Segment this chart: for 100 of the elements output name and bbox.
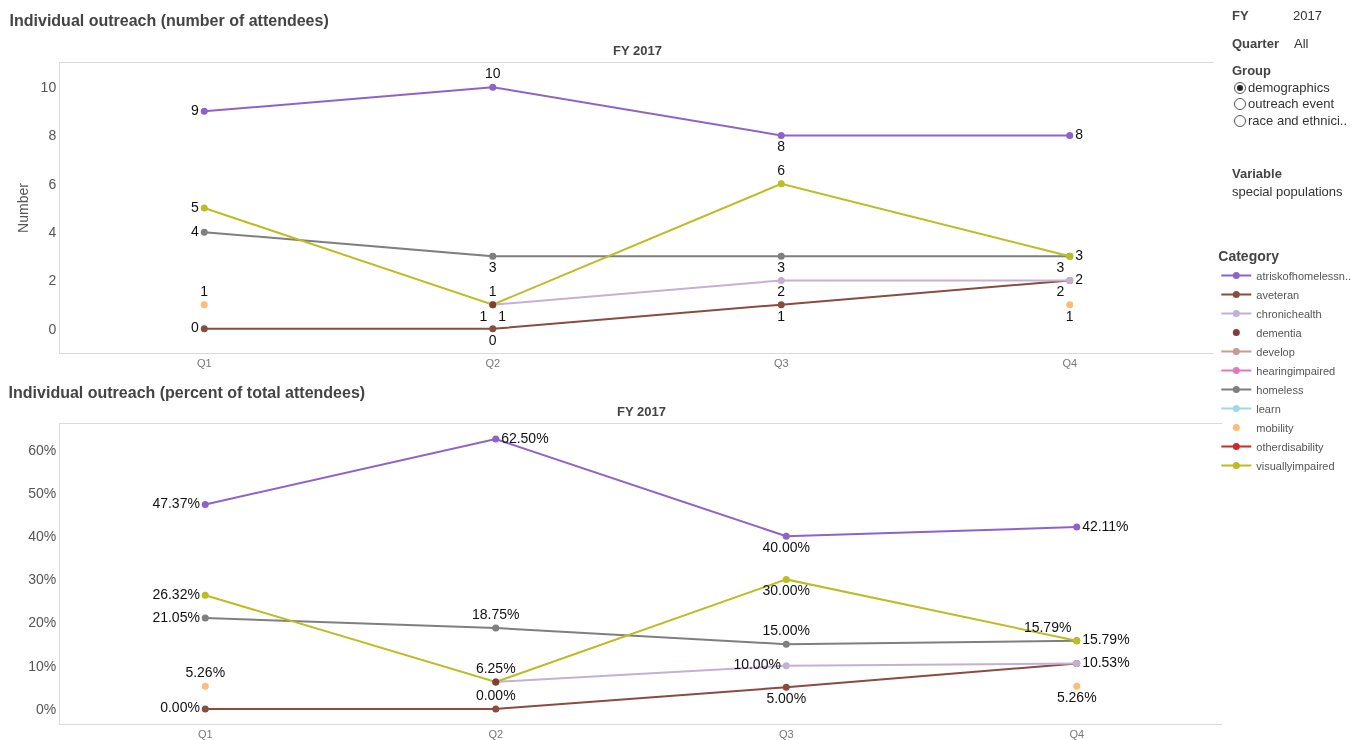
point: [492, 624, 500, 632]
text: demographics: [1248, 80, 1330, 95]
data-label: 0.00%: [475, 687, 516, 704]
data-label: 0: [488, 331, 497, 348]
x-tick-label: Q1: [197, 728, 213, 740]
data-label: 15.79%: [1082, 631, 1130, 648]
x-tick-label: Q1: [196, 357, 212, 370]
y-tick-label: 6: [48, 175, 57, 192]
text: Group: [1232, 63, 1271, 78]
data-label: 30.00%: [762, 582, 810, 599]
point: [200, 204, 208, 212]
y-tick-label: 8: [48, 127, 57, 144]
text: All: [1294, 36, 1309, 51]
point: [489, 252, 497, 260]
chart-title: Individual outreach (number of attendees): [9, 11, 329, 29]
data-label: 1: [1065, 307, 1074, 324]
data-label: 26.32%: [152, 585, 200, 602]
x-tick-label: Q3: [773, 357, 789, 370]
data-label: 3: [777, 259, 786, 276]
data-label: 1: [488, 282, 497, 299]
point: [1066, 132, 1074, 139]
point: [777, 180, 785, 188]
x-tick-label: Q2: [488, 728, 504, 740]
data-label: 2: [1075, 271, 1084, 287]
point: [1073, 682, 1081, 690]
text: race and ethnici..: [1248, 113, 1348, 128]
y-tick-label: 2: [48, 272, 57, 289]
text: Variable: [1232, 166, 1282, 181]
y-tick-label: 0: [48, 320, 57, 337]
data-label: 40.00%: [762, 539, 810, 556]
point: [777, 277, 785, 284]
point: [489, 83, 497, 91]
text: special populations: [1232, 184, 1343, 199]
data-label: 18.75%: [472, 606, 520, 623]
point: [782, 575, 790, 583]
data-label: 42.11%: [1082, 517, 1129, 534]
legend-label: hearingimpaired: [1256, 364, 1336, 377]
point: [201, 500, 209, 508]
point: [782, 662, 790, 670]
text: FY: [1232, 8, 1249, 23]
point: [777, 252, 785, 260]
legend-label: mobility: [1256, 421, 1295, 434]
data-label: 1: [777, 307, 786, 324]
x-tick-label: Q4: [1069, 728, 1085, 740]
legend-label: dementia: [1256, 326, 1303, 339]
data-label: 15.00%: [762, 622, 810, 639]
data-label: 1: [200, 282, 209, 299]
point: [200, 325, 208, 333]
y-tick-label: 0%: [35, 700, 57, 717]
y-tick-label: 60%: [28, 441, 57, 458]
point: [492, 435, 500, 443]
point: [777, 132, 785, 139]
data-label: 5: [191, 198, 200, 215]
data-label: 3: [1056, 259, 1065, 276]
data-label: 5.00%: [766, 690, 807, 707]
point: [782, 683, 790, 691]
point: [782, 532, 790, 540]
data-label: 6: [777, 161, 786, 178]
chart-title: Individual outreach (percent of total attendees): [8, 383, 366, 401]
data-label: 3: [488, 259, 497, 276]
data-label: 5.26%: [1056, 689, 1097, 706]
data-label: 6.25%: [475, 660, 516, 677]
chart-subtitle: FY 2017: [617, 404, 666, 419]
data-label: 62.50%: [501, 429, 549, 446]
point: [489, 325, 497, 333]
data-label: 10.00%: [733, 656, 781, 673]
point: [201, 591, 209, 599]
data-label: 1: [498, 307, 507, 324]
data-label: 5.26%: [185, 664, 226, 681]
x-tick-label: Q2: [485, 357, 501, 370]
legend-label: homeless: [1256, 383, 1304, 396]
legend-label: chronichealth: [1256, 307, 1322, 320]
data-label: 21.05%: [152, 608, 200, 625]
x-tick-label: Q3: [778, 728, 794, 740]
data-label: 2: [1056, 283, 1065, 300]
legend-label: aveteran: [1256, 288, 1300, 301]
y-tick-label: 50%: [28, 484, 57, 501]
text: outreach event: [1248, 96, 1335, 111]
data-label: 1: [479, 307, 488, 324]
point: [200, 228, 208, 236]
data-label: 0.00%: [160, 699, 200, 716]
point: [200, 107, 208, 115]
y-tick-label: 40%: [28, 528, 57, 545]
legend-label: visuallyimpaired: [1256, 459, 1335, 472]
legend-title: Category: [1218, 248, 1280, 264]
data-label: 15.79%: [1023, 618, 1072, 635]
legend-label: atriskofhomelessn..: [1256, 269, 1352, 282]
data-label: 2: [777, 283, 786, 300]
point: [777, 301, 785, 309]
x-tick-label: Q4: [1062, 357, 1078, 370]
y-tick-label: 10%: [28, 657, 57, 674]
data-label: 0: [191, 319, 200, 336]
y-tick-label: 20%: [28, 614, 57, 631]
y-axis-title: Number: [15, 182, 32, 233]
data-label: 4: [191, 222, 200, 239]
data-label: 9: [191, 101, 200, 118]
data-label: 10: [484, 65, 501, 82]
y-tick-label: 4: [48, 224, 57, 241]
point: [201, 705, 209, 713]
data-label: 3: [1075, 246, 1084, 263]
